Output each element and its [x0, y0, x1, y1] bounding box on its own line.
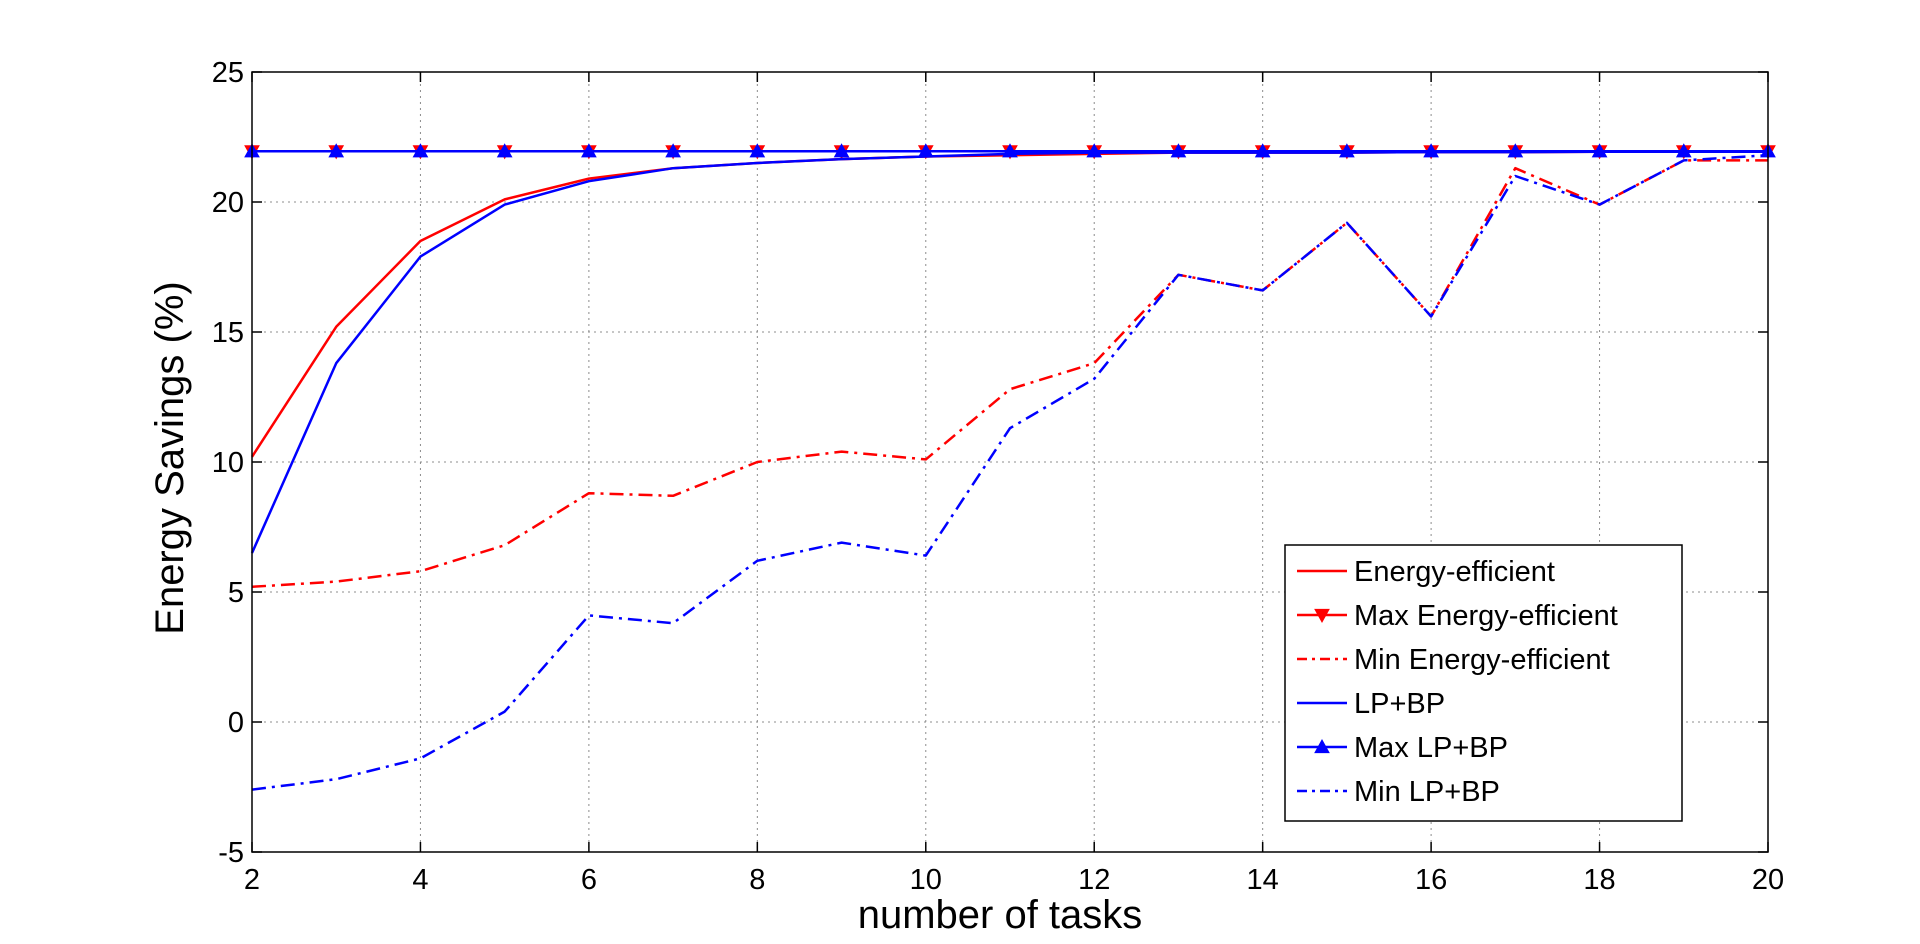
x-axis-label: number of tasks [858, 893, 1143, 937]
legend-item: Min Energy-efficient [1297, 644, 1610, 676]
x-tick-label: 8 [749, 864, 765, 896]
legend-marker [1314, 608, 1330, 624]
data-point-marker [496, 143, 513, 158]
y-tick-label: -5 [218, 837, 244, 869]
data-point-marker [1339, 143, 1355, 158]
data-point-marker [412, 143, 429, 158]
data-point-marker [1507, 143, 1524, 158]
data-point-marker [1423, 143, 1439, 158]
series-line [251, 159, 1768, 589]
series-4 [244, 143, 1776, 158]
x-tick-label: 16 [1415, 864, 1447, 896]
legend-item: LP+BP [1297, 688, 1445, 720]
x-tick-label: 6 [581, 864, 597, 896]
series-5 [251, 153, 1769, 791]
legend-label: LP+BP [1354, 688, 1445, 720]
data-point-marker [833, 143, 850, 158]
x-tick-label: 18 [1583, 864, 1615, 896]
series-2 [251, 159, 1768, 589]
legend-label: Min LP+BP [1354, 776, 1500, 808]
data-point-marker [665, 143, 681, 158]
legend: Energy-efficient Max Energy-efficient Min … [1284, 544, 1683, 822]
y-tick-label: 5 [228, 577, 244, 609]
legend-label: Max Energy-efficient [1354, 600, 1618, 632]
y-tick-label: 25 [212, 57, 244, 89]
data-point-marker [1086, 143, 1103, 158]
series-line [251, 153, 1769, 791]
legend-item: Energy-efficient [1297, 556, 1555, 588]
legend-item: Min LP+BP [1297, 776, 1500, 808]
y-axis-ticks: -5 0 5 10 15 20 25 [212, 57, 1768, 869]
data-point-marker [917, 143, 934, 158]
data-point-marker [581, 143, 597, 158]
data-point-marker [1002, 143, 1018, 158]
legend-item: Max Energy-efficient [1297, 600, 1618, 632]
data-point-marker [1254, 143, 1271, 158]
legend-label: Energy-efficient [1354, 556, 1555, 588]
x-tick-label: 12 [1078, 864, 1110, 896]
x-tick-label: 14 [1247, 864, 1279, 896]
data-point-marker [328, 143, 345, 158]
data-point-marker [749, 143, 766, 158]
x-axis-ticks: 2 4 6 8 10 12 14 16 18 20 [244, 72, 1784, 896]
y-tick-label: 20 [212, 187, 244, 219]
data-point-marker [1170, 143, 1187, 158]
series-lines [244, 143, 1776, 791]
legend-label: Min Energy-efficient [1354, 644, 1610, 676]
data-point-marker [1675, 143, 1692, 158]
data-point-marker [1591, 143, 1608, 158]
y-axis-label: Energy Savings (%) [148, 281, 192, 634]
x-tick-label: 10 [910, 864, 942, 896]
y-tick-label: 15 [212, 317, 244, 349]
legend-box [1284, 544, 1683, 822]
x-tick-label: 20 [1752, 864, 1784, 896]
legend-item: Max LP+BP [1297, 732, 1508, 764]
legend-label: Max LP+BP [1354, 732, 1508, 764]
x-tick-label: 4 [412, 864, 428, 896]
x-tick-label: 2 [244, 864, 260, 896]
y-tick-label: 10 [212, 447, 244, 479]
y-tick-label: 0 [228, 707, 244, 739]
legend-marker [1314, 738, 1330, 754]
